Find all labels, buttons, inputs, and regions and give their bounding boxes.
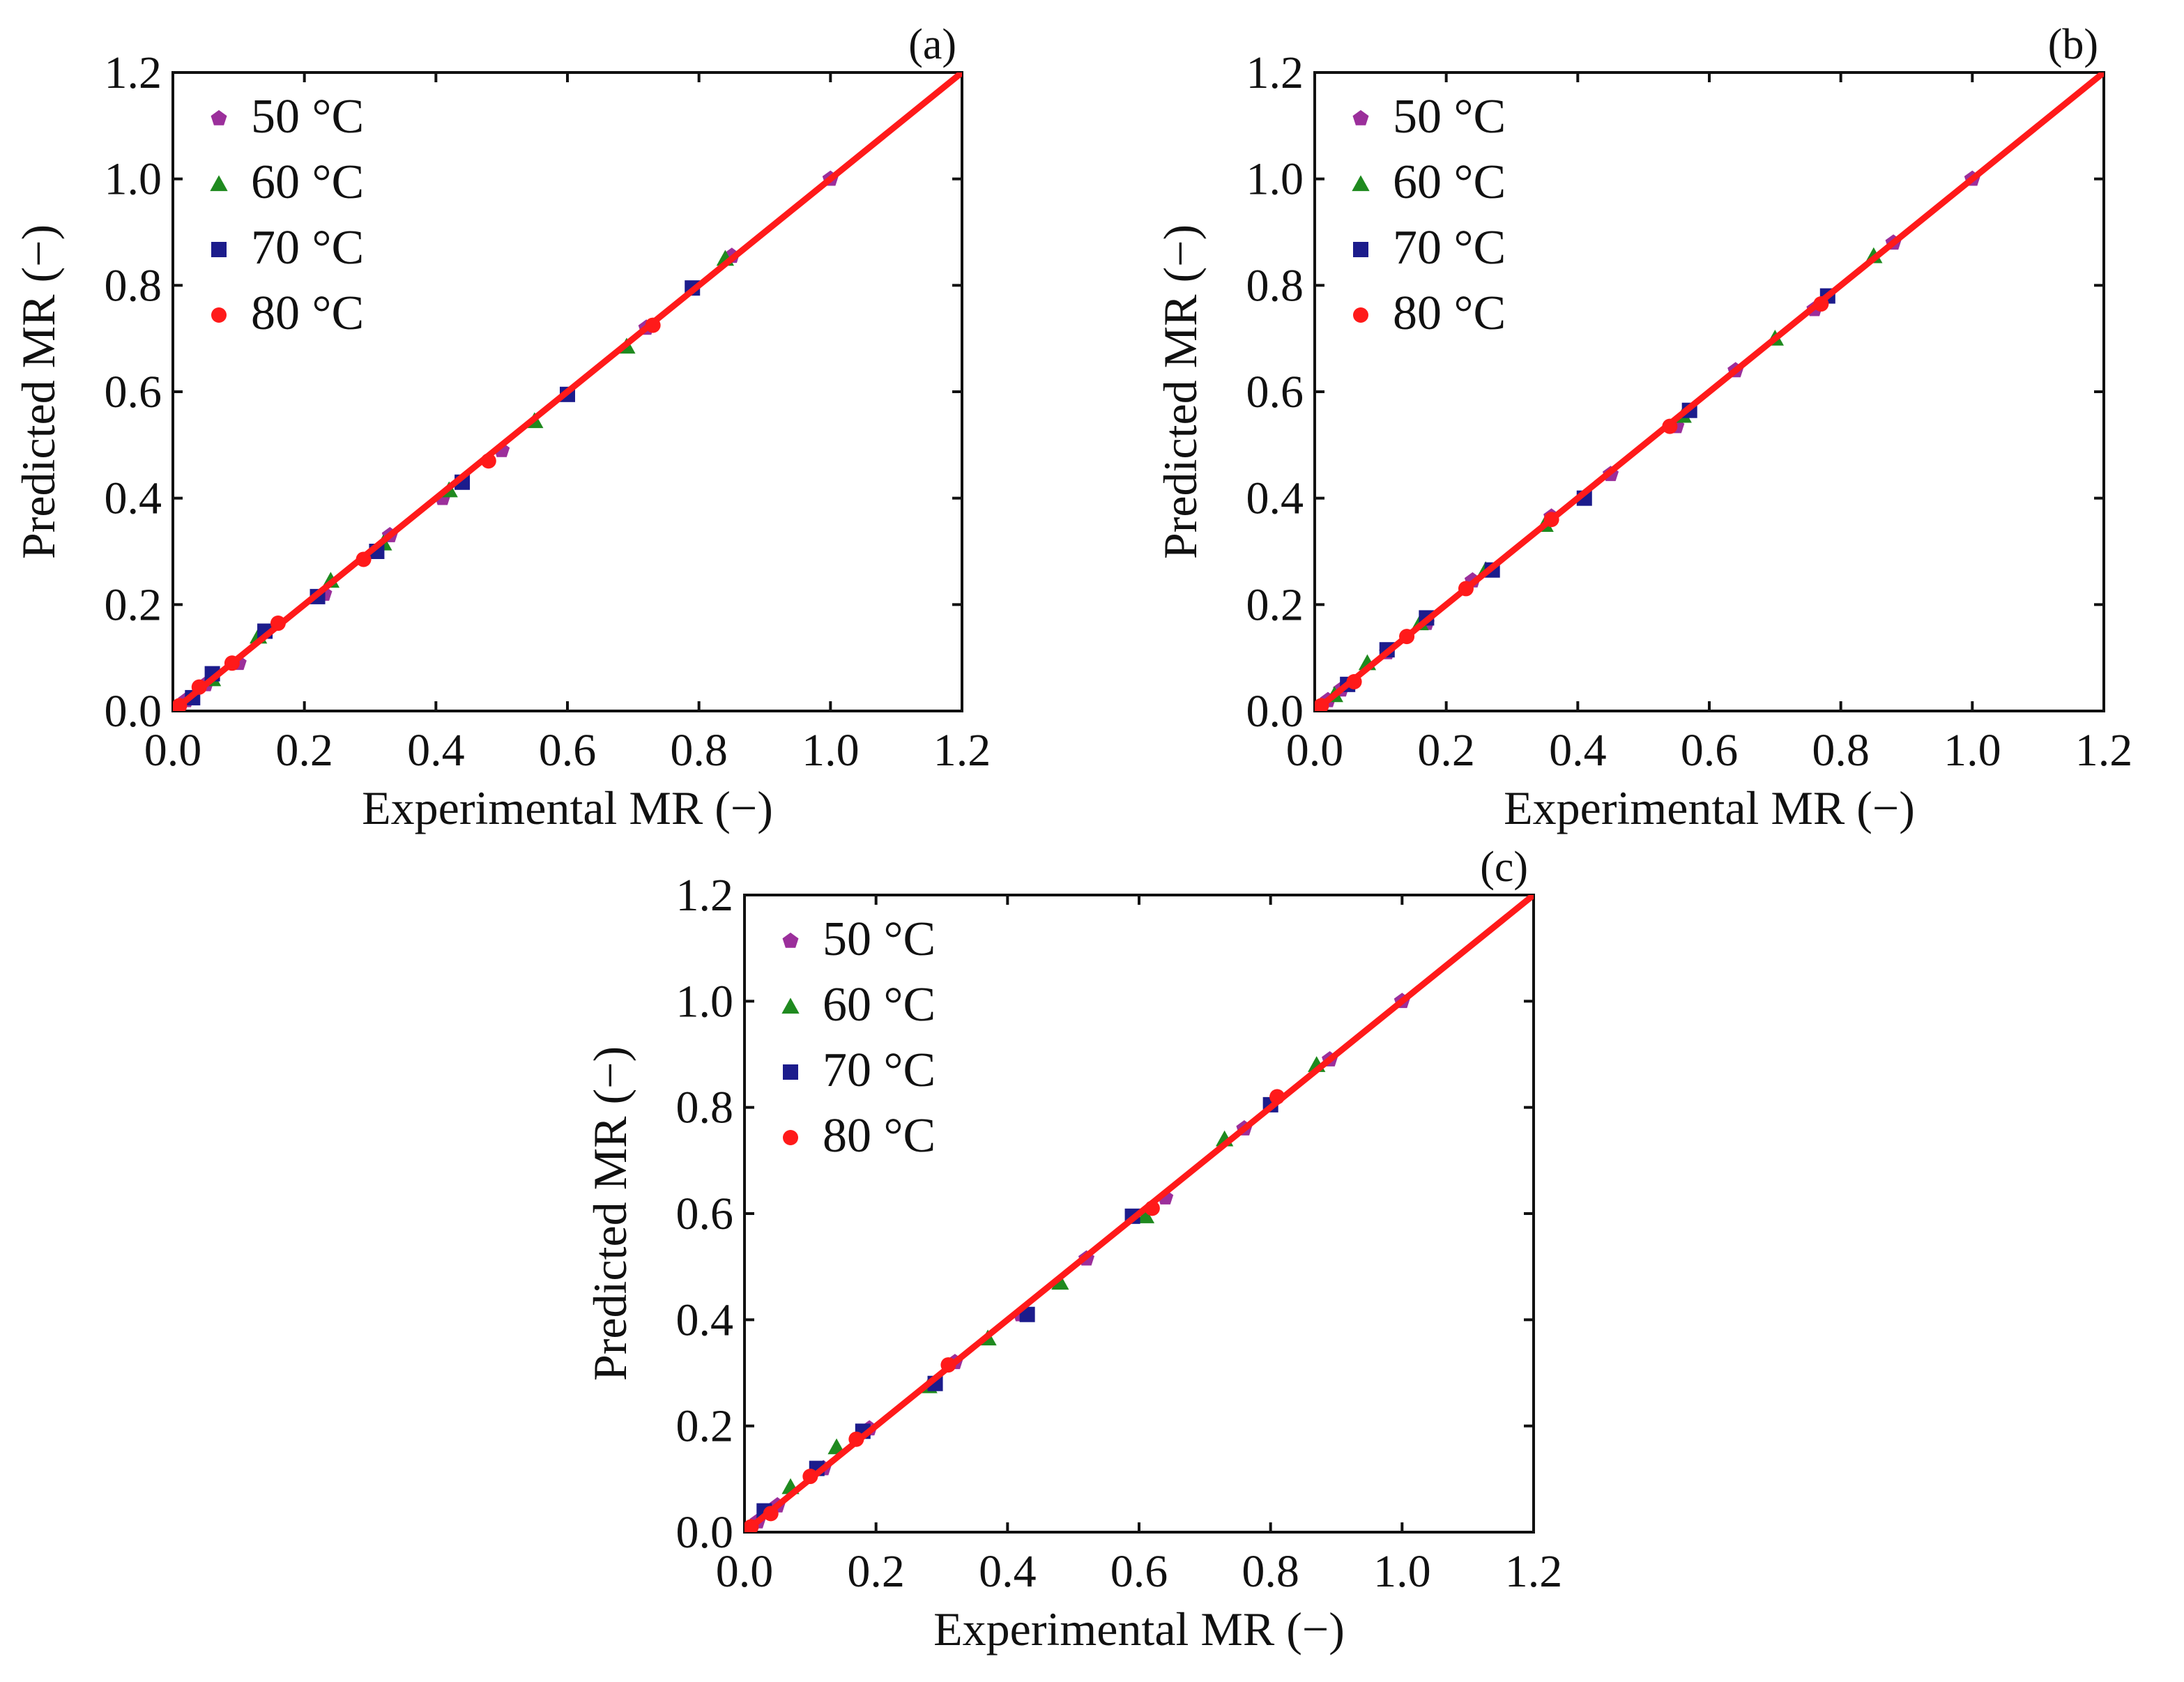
- data-point-60-c: [1051, 1274, 1069, 1290]
- x-axis-label: Experimental MR (−): [362, 781, 773, 834]
- y-tick-label: 1.0: [1246, 154, 1304, 205]
- y-tick-label: 0.2: [676, 1401, 734, 1452]
- y-tick-label: 0.0: [105, 686, 162, 737]
- fit-line: [173, 72, 962, 711]
- panel-tag: (a): [908, 21, 956, 68]
- legend-marker-80-c: [783, 1130, 798, 1145]
- x-tick-label: 0.0: [716, 1546, 774, 1597]
- panel-c: 0.0 0.2 0.4 0.6 0.8 1.0 1.2 0.0 0.2 0.4 0.6 0.8 1.0 1…: [583, 843, 1562, 1656]
- y-tick-label: 0.4: [105, 473, 162, 524]
- y-tick-label: 0.6: [1246, 367, 1304, 418]
- legend-label: 50 °C: [1393, 90, 1506, 144]
- data-point-60-c: [1136, 1207, 1155, 1223]
- legend: 50 °C 60 °C 70 °C 80 °C: [1352, 90, 1506, 340]
- x-tick-label: 0.4: [979, 1546, 1037, 1597]
- legend-label: 60 °C: [251, 155, 364, 209]
- x-tick-label: 0.8: [1812, 725, 1870, 776]
- plot-area: [1315, 72, 2104, 711]
- x-tick-label: 0.4: [1549, 725, 1607, 776]
- y-axis-label: Predicted MR (−): [1154, 224, 1207, 559]
- x-tick-label: 1.2: [933, 725, 991, 776]
- legend-marker-50-c: [782, 932, 799, 948]
- y-axis-label: Predicted MR (−): [12, 224, 65, 559]
- y-tick-label: 0.8: [676, 1083, 734, 1133]
- x-axis-label: Experimental MR (−): [1504, 781, 1915, 834]
- legend-marker-60-c: [1352, 175, 1370, 192]
- y-tick-label: 0.2: [105, 579, 162, 630]
- y-axis-label: Predicted MR (−): [583, 1046, 636, 1381]
- legend-label: 80 °C: [1393, 286, 1506, 340]
- legend-marker-60-c: [781, 997, 800, 1014]
- y-tick-label: 1.2: [1246, 47, 1304, 98]
- legend-marker-70-c: [1353, 242, 1368, 257]
- y-tick-label: 1.2: [676, 870, 734, 921]
- plot-area: [173, 72, 962, 711]
- legend-label: 70 °C: [1393, 221, 1506, 275]
- x-tick-label: 0.6: [539, 725, 597, 776]
- y-tick-label: 0.4: [676, 1294, 734, 1345]
- legend-label: 50 °C: [251, 90, 364, 144]
- x-tick-label: 1.2: [2075, 725, 2133, 776]
- fit-line: [744, 895, 1534, 1532]
- y-tick-label: 0.0: [1246, 686, 1304, 737]
- y-tick-label: 1.0: [676, 976, 734, 1027]
- legend-label: 70 °C: [251, 221, 364, 275]
- x-tick-label: 1.0: [1944, 725, 2001, 776]
- x-tick-label: 0.2: [847, 1546, 905, 1597]
- y-tick-label: 0.2: [1246, 579, 1304, 630]
- y-tick-label: 0.6: [105, 367, 162, 418]
- x-tick-label: 0.2: [275, 725, 333, 776]
- y-tick-label: 1.2: [105, 47, 162, 98]
- x-tick-label: 0.6: [1681, 725, 1739, 776]
- x-tick-label: 0.4: [407, 725, 465, 776]
- x-tick-label: 0.0: [144, 725, 202, 776]
- x-tick-label: 0.2: [1417, 725, 1475, 776]
- y-tick-label: 0.4: [1246, 473, 1304, 524]
- x-tick-label: 0.8: [670, 725, 728, 776]
- legend-label: 60 °C: [1393, 155, 1506, 209]
- panel-a: 0.0 0.2 0.4 0.6 0.8 1.0 1.2 0.0 0.2 0.4 0.6 0.8 1.0 1…: [12, 21, 991, 834]
- x-axis-label: Experimental MR (−): [933, 1603, 1345, 1656]
- x-tick-label: 1.0: [1373, 1546, 1431, 1597]
- legend-label: 80 °C: [251, 286, 364, 340]
- fit-line: [1315, 72, 2104, 711]
- legend-marker-70-c: [783, 1064, 798, 1080]
- legend-label: 70 °C: [823, 1043, 936, 1097]
- legend: 50 °C 60 °C 70 °C 80 °C: [210, 90, 364, 340]
- legend-marker-80-c: [1353, 307, 1368, 323]
- legend-marker-50-c: [211, 109, 227, 125]
- legend-label: 80 °C: [823, 1109, 936, 1163]
- y-tick-label: 1.0: [105, 154, 162, 205]
- x-tick-label: 0.6: [1110, 1546, 1168, 1597]
- panel-tag: (c): [1480, 843, 1528, 891]
- x-tick-label: 1.0: [802, 725, 860, 776]
- y-tick-label: 0.8: [1246, 260, 1304, 311]
- y-tick-label: 0.8: [105, 260, 162, 311]
- legend-marker-60-c: [210, 175, 228, 192]
- x-tick-label: 0.8: [1242, 1546, 1299, 1597]
- legend-label: 60 °C: [823, 978, 936, 1032]
- legend-marker-80-c: [211, 307, 227, 323]
- panel-b: 0.0 0.2 0.4 0.6 0.8 1.0 1.2 0.0 0.2 0.4 0.6 0.8 1.0 1…: [1154, 21, 2132, 834]
- y-tick-label: 0.0: [676, 1507, 734, 1558]
- legend: 50 °C 60 °C 70 °C 80 °C: [781, 912, 936, 1163]
- y-tick-label: 0.6: [676, 1188, 734, 1239]
- legend-marker-50-c: [1352, 109, 1369, 125]
- plot-area: [744, 895, 1534, 1532]
- x-tick-label: 0.0: [1286, 725, 1344, 776]
- legend-marker-70-c: [211, 242, 227, 257]
- x-tick-label: 1.2: [1505, 1546, 1563, 1597]
- panel-tag: (b): [2048, 21, 2098, 68]
- legend-label: 50 °C: [823, 912, 936, 966]
